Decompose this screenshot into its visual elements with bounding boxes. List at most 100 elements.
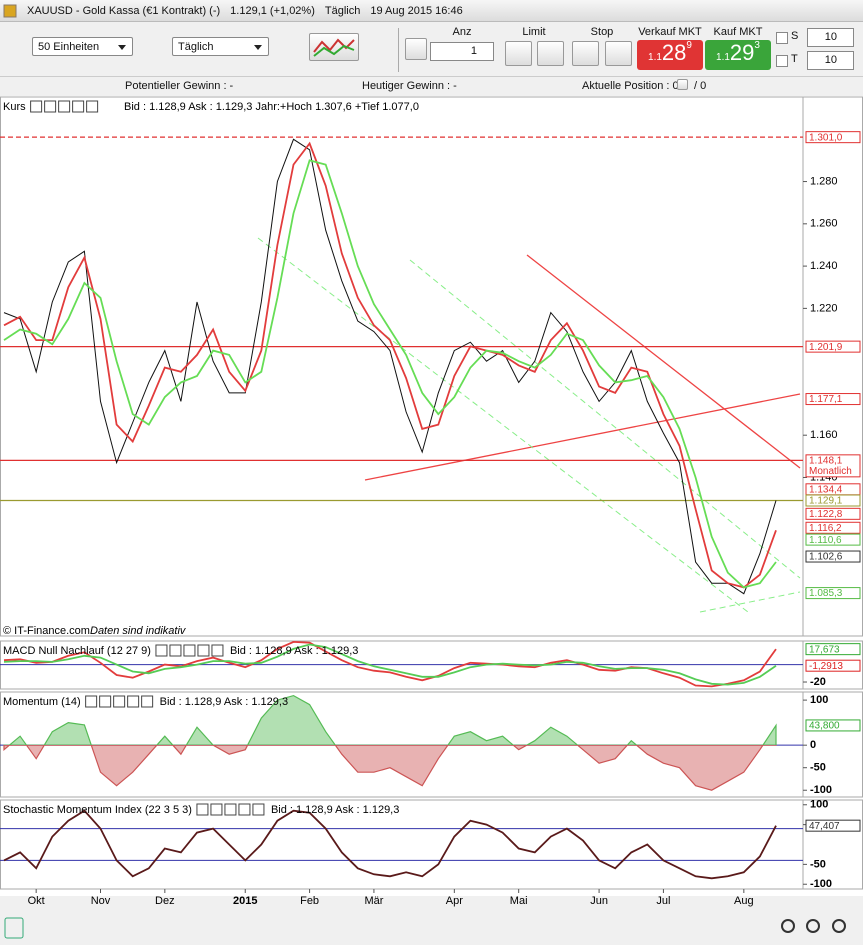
y-tick-label: 100 bbox=[810, 799, 828, 811]
trend-line bbox=[526, 254, 801, 469]
anz-label: Anz bbox=[452, 26, 472, 38]
limit-sell-button[interactable] bbox=[537, 41, 564, 66]
panel-tool-button[interactable] bbox=[211, 644, 224, 657]
y-tick-label: -50 bbox=[810, 858, 826, 870]
panel-tool-button[interactable] bbox=[72, 100, 85, 113]
data-note: Daten sind indikativ bbox=[90, 625, 187, 637]
chart-type-icon bbox=[313, 38, 355, 57]
y-tick-label: -20 bbox=[810, 676, 826, 688]
level-label: 1.085,3 bbox=[809, 588, 843, 599]
panel-tool-button[interactable] bbox=[85, 695, 98, 708]
today-gain: Heutiger Gewinn : - bbox=[362, 80, 457, 92]
level-label: 1.148,1 bbox=[809, 455, 843, 466]
panel-tool-button[interactable] bbox=[86, 100, 99, 113]
panel-tool-button[interactable] bbox=[113, 695, 126, 708]
stop-buy-button[interactable] bbox=[572, 41, 599, 66]
panel-tool-button[interactable] bbox=[141, 695, 154, 708]
anz-input[interactable]: 1 bbox=[430, 42, 494, 61]
y-tick-label: 1.260 bbox=[810, 218, 838, 230]
y-tick-label: -100 bbox=[810, 784, 832, 796]
panel-tool-button[interactable] bbox=[155, 644, 168, 657]
panel-info: Bid : 1.128,9 Ask : 1.129,3 bbox=[160, 696, 288, 708]
limit-buy-button[interactable] bbox=[505, 41, 532, 66]
panel-tool-button[interactable] bbox=[183, 644, 196, 657]
app-icon bbox=[3, 4, 17, 17]
series-line bbox=[3, 159, 777, 589]
level-label: 43,800 bbox=[809, 721, 840, 732]
zoom-out-button[interactable] bbox=[806, 919, 820, 933]
trend-line bbox=[699, 591, 801, 613]
panel-tool-button[interactable] bbox=[210, 803, 223, 816]
level-label: 1.129,1 bbox=[809, 496, 843, 507]
x-tick-label: Aug bbox=[734, 895, 754, 907]
panel-label: Momentum (14) bbox=[3, 696, 81, 708]
y-tick-label: 100 bbox=[810, 694, 828, 706]
y-tick-label: -50 bbox=[810, 762, 826, 774]
panel-tool-button[interactable] bbox=[169, 644, 182, 657]
settings-button[interactable] bbox=[405, 38, 427, 60]
panel-tool-button[interactable] bbox=[127, 695, 140, 708]
panel-info: Bid : 1.128,9 Ask : 1.129,3 bbox=[230, 645, 358, 657]
panel-tool-button[interactable] bbox=[224, 803, 237, 816]
level-label: 17,673 bbox=[809, 644, 840, 655]
sell-price: 28 bbox=[661, 40, 687, 65]
position-icon[interactable] bbox=[677, 79, 688, 90]
chart-type-button[interactable] bbox=[309, 33, 359, 61]
panel-tool-button[interactable] bbox=[30, 100, 43, 113]
level-box bbox=[805, 507, 861, 520]
level-note: Monatlich bbox=[809, 466, 852, 477]
buy-label: Kauf MKT bbox=[713, 26, 763, 38]
zoom-fit-button[interactable] bbox=[781, 919, 795, 933]
x-tick-label: Mai bbox=[510, 895, 528, 907]
panel-tool-button[interactable] bbox=[58, 100, 71, 113]
panel-tool-button[interactable] bbox=[197, 644, 210, 657]
level-box bbox=[805, 659, 861, 672]
panel-tool-button[interactable] bbox=[99, 695, 112, 708]
x-tick-label: Feb bbox=[300, 895, 319, 907]
potential-gain: Potentieller Gewinn : - bbox=[125, 80, 234, 92]
level-label: -1,2913 bbox=[809, 661, 843, 672]
panel-tool-button[interactable] bbox=[44, 100, 57, 113]
trend-line bbox=[257, 237, 749, 613]
y-tick-label: 1.220 bbox=[810, 302, 838, 314]
sell-label: Verkauf MKT bbox=[638, 26, 702, 38]
s-checkbox[interactable] bbox=[776, 32, 788, 44]
level-label: 1.301,0 bbox=[809, 132, 843, 143]
panel-tool-button[interactable] bbox=[238, 803, 251, 816]
buy-button[interactable]: 1.1293 bbox=[705, 40, 771, 70]
interval-select[interactable]: Täglich bbox=[172, 37, 269, 56]
timestamp: 19 Aug 2015 16:46 bbox=[370, 4, 463, 17]
s-label: S bbox=[791, 30, 799, 42]
y-tick-label: 1.160 bbox=[810, 429, 838, 441]
buy-price: 29 bbox=[729, 40, 755, 65]
position: Aktuelle Position : 0 bbox=[582, 80, 679, 92]
level-label: 47,407 bbox=[809, 821, 840, 832]
y-tick-label: 0 bbox=[810, 739, 816, 751]
sell-sup: 9 bbox=[686, 40, 692, 51]
x-tick-label: Apr bbox=[446, 895, 463, 907]
panel-tool-button[interactable] bbox=[196, 803, 209, 816]
stop-label: Stop bbox=[590, 26, 614, 38]
x-tick-label: Jun bbox=[590, 895, 608, 907]
y-tick-label: 1.280 bbox=[810, 175, 838, 187]
series-line bbox=[3, 809, 777, 880]
sell-button[interactable]: 1.1289 bbox=[637, 40, 703, 70]
panel-label: MACD Null Nachlauf (12 27 9) bbox=[3, 645, 151, 657]
pin-button[interactable] bbox=[4, 917, 24, 939]
units-select[interactable]: 50 Einheiten bbox=[32, 37, 133, 56]
level-box bbox=[805, 550, 861, 563]
stop-sell-button[interactable] bbox=[605, 41, 632, 66]
zoom-in-button[interactable] bbox=[832, 919, 846, 933]
trend-line bbox=[409, 259, 801, 579]
level-box bbox=[805, 393, 861, 406]
t-input[interactable]: 10 bbox=[807, 51, 854, 70]
quote: 1.129,1 (+1,02%) bbox=[230, 4, 315, 17]
period: Täglich bbox=[324, 4, 361, 17]
y-tick-label: -100 bbox=[810, 878, 832, 890]
t-checkbox[interactable] bbox=[776, 55, 788, 67]
s-input[interactable]: 10 bbox=[807, 28, 854, 47]
level-box bbox=[805, 131, 861, 144]
panel-tool-button[interactable] bbox=[252, 803, 265, 816]
x-tick-label: Mär bbox=[364, 895, 383, 907]
x-tick-label: Jul bbox=[656, 895, 670, 907]
